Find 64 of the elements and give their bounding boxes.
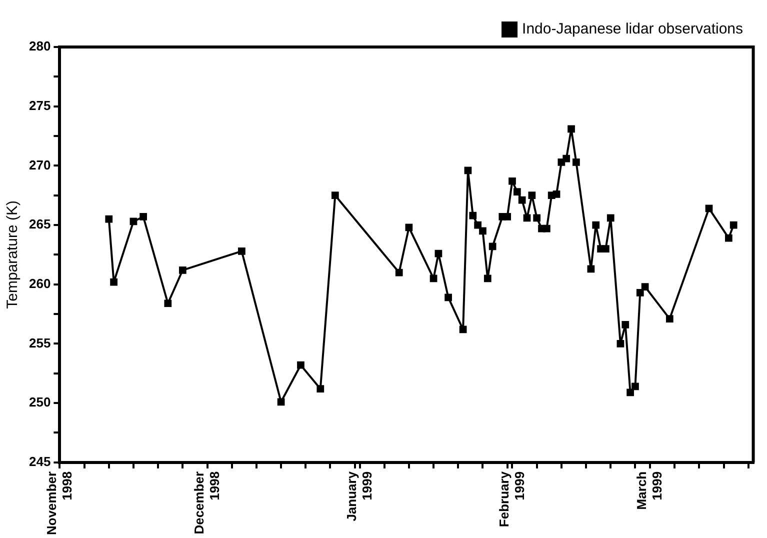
x-tick-label: December 1998: [191, 471, 222, 534]
point: [705, 204, 713, 212]
point: [602, 245, 610, 252]
point: [552, 190, 560, 198]
point: [616, 340, 624, 348]
point: [459, 326, 467, 334]
point: [533, 214, 541, 222]
point: [666, 315, 674, 322]
point: [434, 250, 442, 258]
point: [622, 321, 630, 328]
point: [725, 234, 732, 242]
x-tick-label: November 1998: [44, 471, 74, 535]
point: [316, 385, 324, 393]
x-tick-label: January 1999: [344, 470, 374, 522]
point: [444, 294, 452, 302]
point: [430, 274, 438, 282]
y-tick-label: 250: [28, 394, 51, 410]
point: [562, 154, 570, 162]
point: [632, 382, 639, 390]
point: [464, 166, 472, 174]
point: [297, 361, 304, 369]
point: [331, 192, 339, 200]
y-tick-label: 260: [28, 276, 51, 291]
point: [572, 158, 580, 166]
point: [626, 388, 634, 396]
point: [606, 214, 614, 222]
y-tick-label: 255: [28, 335, 51, 350]
point: [105, 215, 113, 223]
y-tick-label: 270: [28, 157, 51, 172]
x-tick-label: February 1999: [496, 470, 527, 528]
point: [730, 221, 738, 229]
point: [528, 192, 536, 200]
point: [504, 213, 512, 220]
point: [405, 224, 413, 232]
point: [523, 214, 531, 222]
y-tick-label: 280: [28, 38, 51, 54]
point: [592, 221, 600, 229]
point: [479, 227, 486, 235]
legend-label: Indo-Japanese lidar observations: [522, 20, 744, 38]
point: [508, 177, 516, 185]
point: [474, 221, 482, 229]
point: [130, 218, 138, 226]
y-axis-title: Temparature (K): [4, 200, 22, 309]
x-tick-label: March 1999: [634, 471, 665, 510]
point: [469, 212, 477, 220]
point: [110, 278, 118, 286]
y-tick-label: 265: [28, 216, 51, 232]
point: [587, 265, 595, 273]
y-tick-label: 275: [28, 98, 51, 113]
point: [542, 224, 550, 232]
point: [277, 398, 285, 406]
point: [636, 289, 644, 296]
point: [518, 196, 526, 204]
point: [238, 247, 246, 255]
point: [164, 300, 172, 308]
point: [395, 268, 403, 276]
point: [140, 213, 147, 220]
point: [513, 188, 521, 196]
y-tick-label: 245: [28, 454, 51, 469]
point: [484, 274, 492, 282]
point: [641, 283, 649, 290]
point: [178, 266, 186, 274]
point: [568, 125, 575, 133]
point: [488, 242, 496, 250]
